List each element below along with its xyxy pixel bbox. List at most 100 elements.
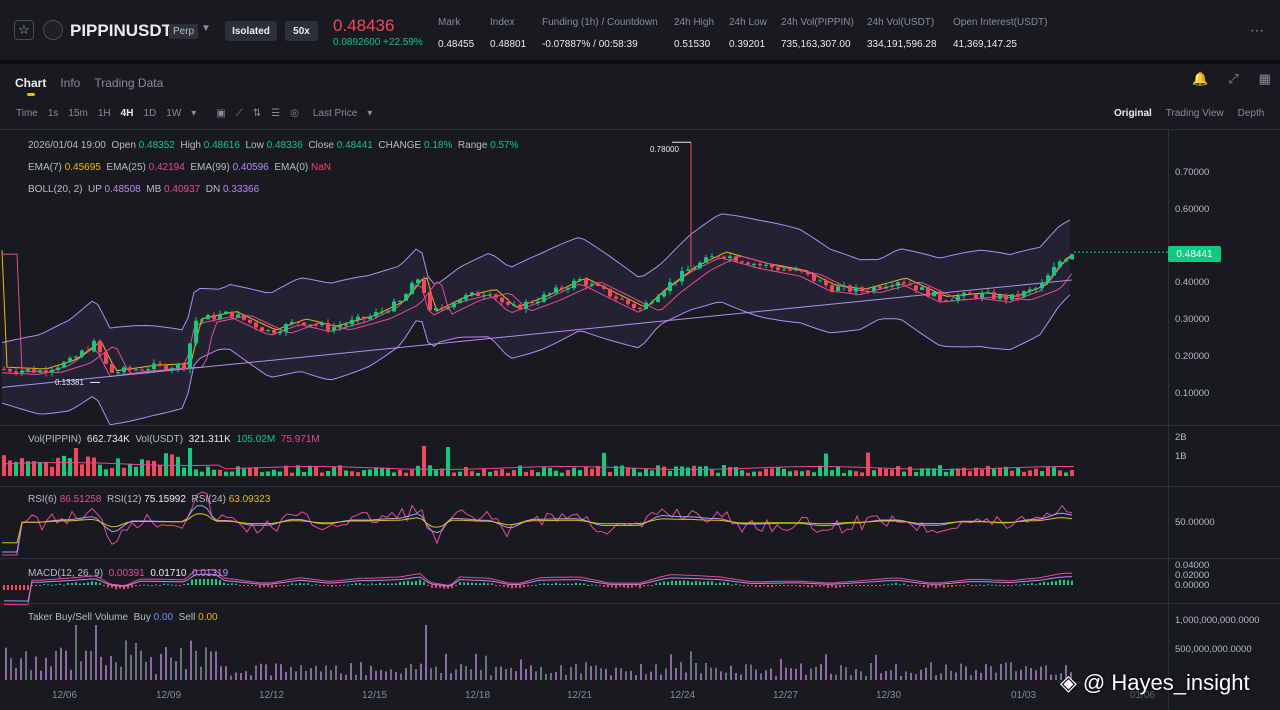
volume-bar: [2, 455, 6, 476]
taker-volume-bar: [970, 675, 972, 680]
macd-histogram-bar: [491, 583, 493, 585]
taker-volume-bar: [15, 667, 17, 680]
taker-volume-bar: [385, 671, 387, 680]
tab-info[interactable]: Info: [60, 76, 81, 90]
volume-bar: [566, 470, 570, 476]
tab-trading-data[interactable]: Trading Data: [94, 76, 164, 90]
taker-volume-bar: [1055, 674, 1057, 680]
candle-body: [746, 262, 750, 265]
price-type-select[interactable]: Last Price: [312, 108, 358, 119]
ema-legend: EMA(7) 0.45695 EMA(25) 0.42194 EMA(99) 0…: [28, 162, 332, 173]
taker-volume-bar: [1015, 671, 1017, 680]
candle-body: [212, 314, 216, 320]
macd-histogram-bar: [671, 580, 673, 585]
macd-histogram-bar: [807, 585, 809, 588]
macd-histogram-bar: [263, 585, 265, 588]
volume-bar: [26, 461, 30, 476]
taker-volume-bar: [490, 675, 492, 680]
volume-bar: [782, 468, 786, 476]
favorite-star-icon[interactable]: ☆: [14, 20, 34, 40]
macd-histogram-bar: [507, 585, 509, 588]
settings-sliders-icon[interactable]: ☰: [271, 108, 281, 119]
macd-histogram-bar: [111, 585, 113, 588]
candle-body: [494, 294, 498, 298]
volume-bar: [842, 472, 846, 476]
candle-body: [56, 367, 60, 370]
tab-chart[interactable]: Chart: [15, 76, 47, 90]
volume-bar: [872, 470, 876, 476]
compare-icon[interactable]: ⇅: [252, 108, 262, 119]
taker-volume-bar: [315, 665, 317, 680]
interval-1s[interactable]: 1s: [47, 108, 59, 119]
macd-histogram-bar: [407, 580, 409, 585]
candle-body: [710, 256, 714, 258]
macd-histogram-bar: [211, 579, 213, 585]
candle-body: [848, 285, 852, 292]
taker-volume-bar: [920, 669, 922, 680]
indicator-icon[interactable]: ⟋: [235, 108, 243, 119]
volume-bar: [1004, 466, 1008, 476]
macd-histogram-bar: [1019, 584, 1021, 586]
volume-bar: [434, 470, 438, 476]
stat-24h-vol-coin: 24h Vol(PIPPIN) 735,163,307.00: [781, 17, 854, 50]
candle-body: [176, 363, 180, 369]
symbol-dropdown-icon[interactable]: ▼: [201, 23, 211, 34]
candle-body: [782, 269, 786, 271]
view-original[interactable]: Original: [1114, 108, 1152, 119]
macd-histogram-bar: [567, 583, 569, 585]
calendar-icon[interactable]: ▣: [216, 108, 226, 119]
taker-volume-bar: [450, 673, 452, 680]
taker-volume-bar: [505, 668, 507, 680]
volume-bar: [182, 467, 186, 476]
taker-volume-bar: [320, 671, 322, 680]
price-type-dropdown-icon[interactable]: ▾: [367, 108, 373, 119]
watermark: ◈ @ Hayes_insight: [1060, 670, 1250, 695]
leverage-button[interactable]: 50x: [285, 21, 318, 41]
interval-1w[interactable]: 1W: [166, 108, 182, 119]
interval-4h[interactable]: 4H: [120, 108, 134, 119]
interval-time[interactable]: Time: [16, 108, 38, 119]
chart-canvas[interactable]: [0, 130, 1168, 710]
interval-1d[interactable]: 1D: [143, 108, 157, 119]
candle-body: [506, 302, 510, 305]
taker-volume-bar: [575, 663, 577, 680]
candle-body: [926, 287, 930, 297]
interval-1h[interactable]: 1H: [97, 108, 111, 119]
symbol-name[interactable]: PIPPINUSDT: [70, 21, 173, 40]
taker-volume-bar: [715, 667, 717, 680]
time-tick: 12/06: [52, 690, 78, 701]
volume-bar: [488, 471, 492, 476]
candle-body: [1070, 254, 1074, 260]
volume-bar: [152, 460, 156, 476]
candle-body: [44, 370, 48, 373]
macd-histogram-bar: [515, 585, 517, 588]
margin-mode-button[interactable]: Isolated: [225, 21, 277, 41]
macd-histogram-bar: [231, 583, 233, 585]
view-depth[interactable]: Depth: [1237, 108, 1265, 119]
alert-bell-icon[interactable]: 🔔: [1192, 71, 1209, 86]
taker-volume-bar: [10, 658, 12, 680]
volume-bar: [818, 465, 822, 476]
interval-dropdown-icon[interactable]: ▾: [191, 108, 197, 119]
layout-grid-icon[interactable]: ▦: [1258, 71, 1271, 86]
interval-15m[interactable]: 15m: [68, 108, 88, 119]
view-trading-view[interactable]: Trading View: [1165, 108, 1224, 119]
macd-histogram-bar: [435, 585, 437, 589]
taker-volume-bar: [165, 647, 167, 680]
taker-volume-bar: [125, 640, 127, 680]
macd-histogram-bar: [15, 585, 17, 590]
taker-volume-bar: [645, 674, 647, 680]
volume-bar: [932, 468, 936, 476]
time-tick: 12/18: [465, 690, 491, 701]
macd-histogram-bar: [131, 585, 133, 588]
candle-body: [140, 369, 144, 371]
macd-histogram-bar: [591, 584, 593, 586]
macd-histogram-bar: [251, 585, 253, 586]
target-icon[interactable]: ◎: [290, 108, 299, 119]
macd-histogram-bar: [791, 585, 793, 586]
macd-histogram-bar: [1051, 581, 1053, 585]
fullscreen-icon[interactable]: ⤢: [1228, 71, 1239, 86]
volume-bar: [692, 465, 696, 476]
more-icon[interactable]: ⋯: [1250, 22, 1264, 38]
taker-volume-bar: [520, 659, 522, 680]
